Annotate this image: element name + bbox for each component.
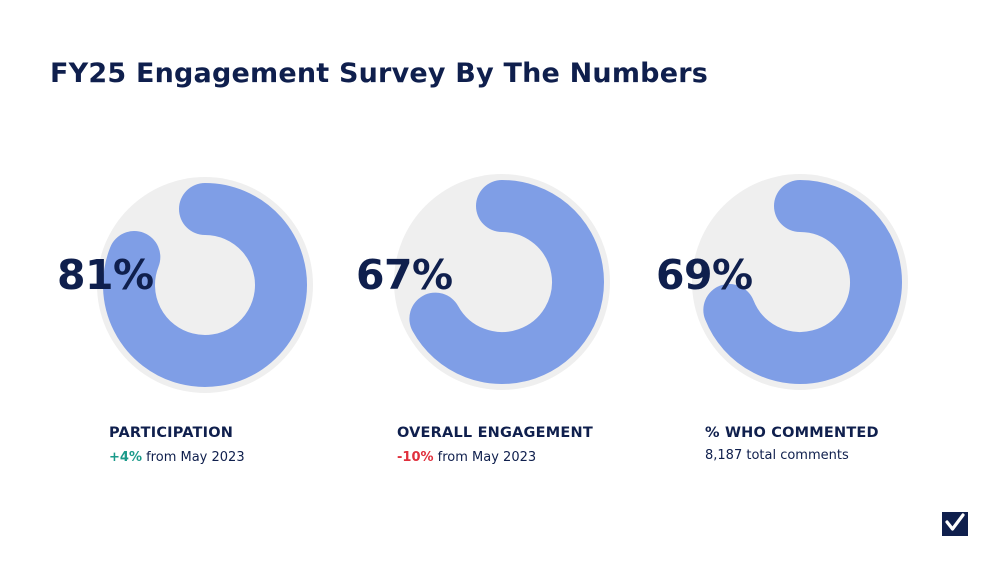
- participation-delta: +4%: [109, 450, 142, 465]
- engagement-value: 67%: [356, 251, 453, 299]
- commented-value: 69%: [656, 251, 753, 299]
- engagement-change-text: from May 2023: [437, 450, 537, 465]
- commented-note: 8,187 total comments: [705, 448, 849, 463]
- donut-arc-engagement: [409, 180, 604, 384]
- participation-value: 81%: [57, 251, 154, 299]
- participation-change: +4% from May 2023: [109, 450, 245, 465]
- checkmark-logo-icon: [942, 512, 968, 536]
- page-title: FY25 Engagement Survey By The Numbers: [50, 58, 708, 89]
- engagement-delta: -10%: [397, 450, 434, 465]
- donut-chart-participation: [97, 177, 313, 393]
- donut-arc-participation: [103, 183, 307, 387]
- engagement-label: OVERALL ENGAGEMENT: [397, 425, 593, 441]
- donut-arc-commented: [703, 180, 902, 384]
- participation-label: PARTICIPATION: [109, 425, 234, 441]
- commented-label: % WHO COMMENTED: [705, 425, 879, 441]
- donut-chart-engagement: [394, 174, 610, 390]
- engagement-change: -10% from May 2023: [397, 450, 536, 465]
- donut-chart-commented: [692, 174, 908, 390]
- participation-change-text: from May 2023: [146, 450, 245, 465]
